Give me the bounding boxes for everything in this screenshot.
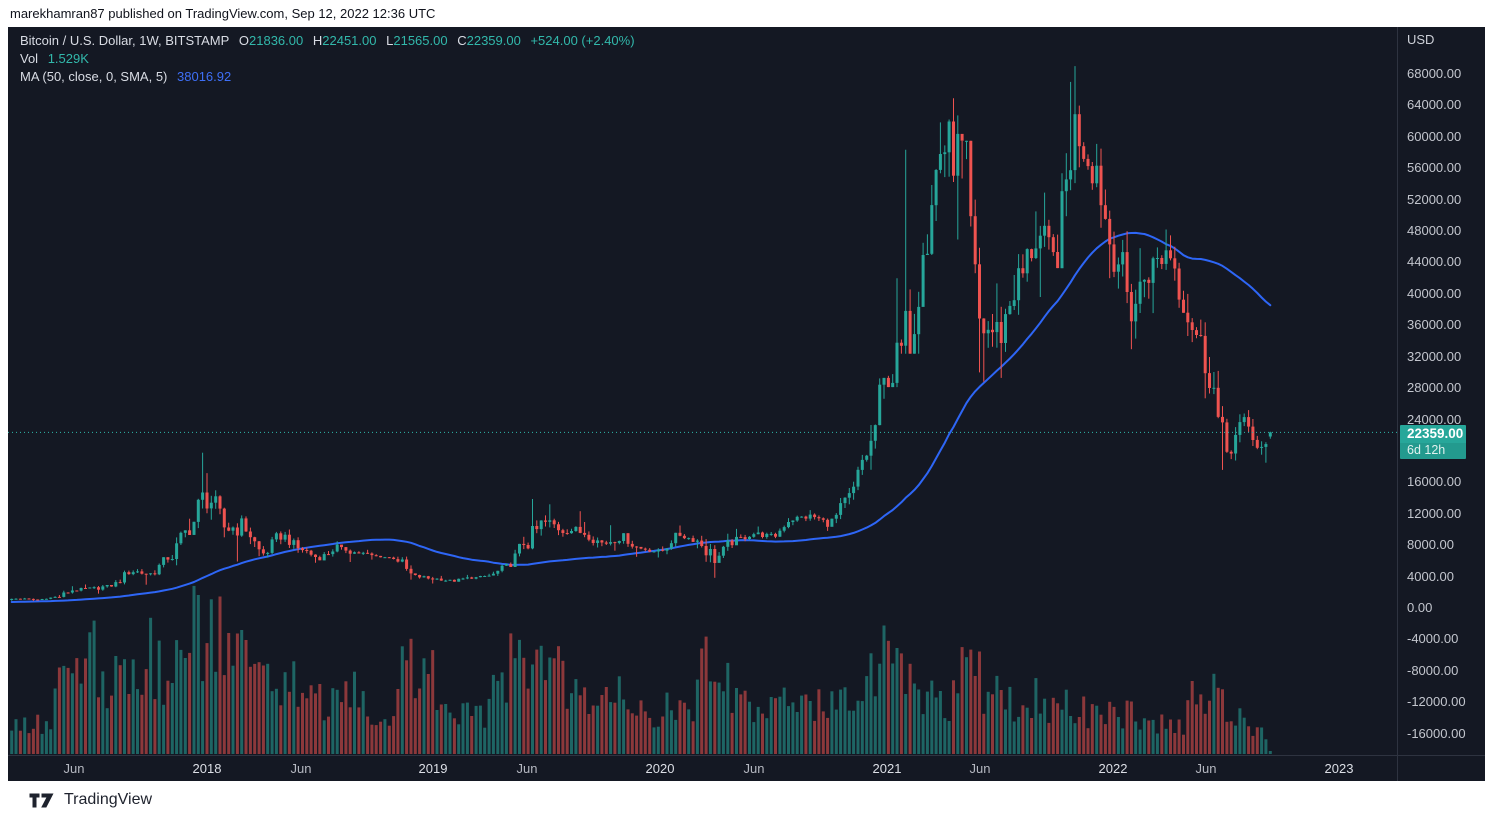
time-tick-label: Jun [63,761,85,776]
price-tick-label: 32000.00 [1407,349,1462,364]
volume-label: Vol [20,51,39,66]
price-tick-label: 60000.00 [1407,129,1462,144]
price-tick-label: -12000.00 [1407,694,1466,709]
bar-countdown: 6d 12h [1400,443,1466,459]
volume-value: 1.529K [47,51,89,66]
time-tick-label: Jun [1195,761,1217,776]
chart-legend: Bitcoin / U.S. Dollar, 1W, BITSTAMP O218… [20,32,635,86]
price-tick-label: 64000.00 [1407,97,1462,112]
time-tick-label: 2021 [872,761,902,776]
attribution-text: marekhamran87 published on TradingView.c… [10,6,436,21]
price-tick-label: 36000.00 [1407,317,1462,332]
chart-panel: Bitcoin / U.S. Dollar, 1W, BITSTAMP O218… [8,27,1485,781]
price-tick-label: 28000.00 [1407,380,1462,395]
close-value: 22359.00 [466,33,521,48]
price-tick-label: 0.00 [1407,600,1433,615]
symbol-row: Bitcoin / U.S. Dollar, 1W, BITSTAMP O218… [20,33,635,48]
price-tick-label: 16000.00 [1407,474,1462,489]
price-tick-label: 52000.00 [1407,192,1462,207]
price-tick-label: 24000.00 [1407,412,1462,427]
price-tick-label: 40000.00 [1407,286,1462,301]
price-tick-label: -8000.00 [1407,663,1459,678]
ma-value: 38016.92 [177,69,232,84]
price-axis[interactable]: USD 22359.00 6d 12h 68000.00 64000.00 6000… [1397,27,1485,781]
high-value: 22451.00 [322,33,377,48]
price-tick-label: 44000.00 [1407,254,1462,269]
last-price-value: 22359.00 [1400,425,1466,443]
open-value: 21836.00 [249,33,304,48]
currency-label: USD [1407,32,1435,47]
attribution-bar: marekhamran87 published on TradingView.c… [0,0,1485,27]
time-tick-label: 2020 [645,761,675,776]
price-tick-label: 8000.00 [1407,537,1454,552]
change-value: +524.00 (+2.40%) [530,33,635,48]
last-price-badge: 22359.00 6d 12h [1400,425,1466,459]
time-tick-label: Jun [290,761,312,776]
price-chart[interactable] [8,27,1485,781]
symbol-title: Bitcoin / U.S. Dollar, 1W, BITSTAMP [20,33,230,48]
time-tick-label: 2023 [1324,761,1354,776]
time-axis[interactable]: Jun 2018 Jun 2019 Jun 2020 Jun 2021 Jun 2022 Jun 20… [8,755,1485,782]
time-tick-label: Jun [516,761,538,776]
time-tick-label: Jun [969,761,991,776]
time-tick-label: Jun [743,761,765,776]
ma-row: MA (50, close, 0, SMA, 5) 38016.92 [20,68,635,86]
low-value: 21565.00 [393,33,448,48]
tradingview-logo-icon [29,793,54,807]
price-tick-label: -4000.00 [1407,631,1459,646]
price-tick-label: 4000.00 [1407,569,1454,584]
volume-row: Vol 1.529K [20,50,635,68]
price-tick-label: 12000.00 [1407,506,1462,521]
footer: TradingView [0,781,1485,819]
time-tick-label: 2018 [192,761,222,776]
time-tick-label: 2019 [418,761,448,776]
time-tick-label: 2022 [1098,761,1128,776]
price-tick-label: 56000.00 [1407,160,1462,175]
price-tick-label: -16000.00 [1407,726,1466,741]
price-tick-label: 68000.00 [1407,66,1462,81]
tradingview-brand: TradingView [64,791,153,808]
ma-label: MA (50, close, 0, SMA, 5) [20,69,168,84]
price-tick-label: 48000.00 [1407,223,1462,238]
